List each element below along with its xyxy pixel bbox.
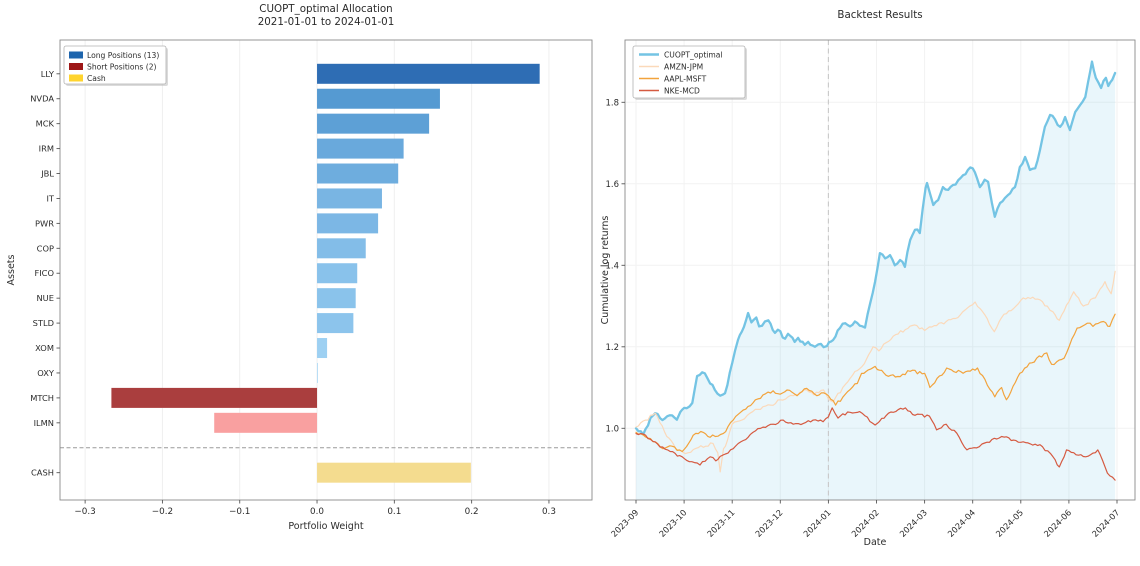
x-tick-label: 2024-06 bbox=[1042, 507, 1074, 539]
plot-frame bbox=[59, 39, 593, 501]
x-tick-label: 2024-02 bbox=[849, 507, 881, 539]
series-line-CUOPT_optimal bbox=[634, 60, 1117, 436]
x-tick-label: 2024-07 bbox=[1090, 507, 1122, 539]
x-tick-label: 0.0 bbox=[310, 507, 324, 517]
y-tick-label-JBL: JBL bbox=[40, 169, 54, 179]
bar-IT bbox=[317, 188, 382, 209]
axis-ticks bbox=[56, 73, 550, 504]
bar-LLY bbox=[317, 63, 540, 84]
y-tick-label-CASH: CASH bbox=[31, 468, 54, 478]
y-tick-label: 1.2 bbox=[605, 343, 619, 353]
bar-JBL bbox=[317, 163, 399, 184]
x-tick-label: 2023-10 bbox=[657, 507, 689, 539]
bar-CASH bbox=[317, 462, 471, 483]
legend-swatch-2 bbox=[69, 63, 83, 70]
legend-label-CUOPT_optimal: CUOPT_optimal bbox=[664, 51, 723, 60]
x-tick-label: 2024-01 bbox=[801, 507, 833, 539]
y-tick-label: 1.8 bbox=[605, 98, 619, 108]
axis-ticks bbox=[621, 101, 1118, 504]
x-tick-label: 2023-12 bbox=[753, 507, 785, 539]
x-tick-label: −0.2 bbox=[152, 507, 173, 517]
series-line-AAPL-MSFT bbox=[635, 313, 1116, 453]
x-tick-label: 0.1 bbox=[387, 507, 401, 517]
y-axis-label: Assets bbox=[6, 254, 17, 285]
bar-STLD bbox=[317, 313, 354, 334]
y-tick-label-FICO: FICO bbox=[34, 268, 54, 278]
series-line-AMZN-JPM bbox=[635, 270, 1116, 473]
bar-XOM bbox=[317, 338, 328, 359]
plot-frame bbox=[624, 39, 1136, 501]
x-tick-label: −0.3 bbox=[74, 507, 95, 517]
legend-label-3: Cash bbox=[87, 74, 106, 83]
backtest-line-chart: 1.0 1.2 1.4 1.6 1.8 2023-09 2023-10 2023-11 2023… bbox=[600, 9, 1136, 548]
y-tick-label-XOM: XOM bbox=[35, 343, 54, 353]
y-tick-label-COP: COP bbox=[37, 243, 54, 253]
legend-label-AAPL-MSFT: AAPL-MSFT bbox=[664, 75, 707, 84]
x-tick-label: 0.3 bbox=[542, 507, 556, 517]
x-tick-label: 2024-04 bbox=[946, 507, 978, 539]
legend-label-2: Short Positions (2) bbox=[87, 62, 157, 71]
bar-OXY bbox=[317, 362, 318, 383]
chart-title-line1: CUOPT_optimal Allocation bbox=[259, 3, 392, 15]
legend-label-NKE-MCD: NKE-MCD bbox=[664, 87, 700, 96]
x-tick-label: 2024-05 bbox=[994, 507, 1026, 539]
y-tick-label-LLY: LLY bbox=[41, 69, 55, 79]
y-tick-label-IT: IT bbox=[46, 193, 54, 203]
y-tick-label-NUE: NUE bbox=[36, 293, 54, 303]
axes-frame bbox=[59, 39, 593, 501]
legend-label-1: Long Positions (13) bbox=[87, 51, 159, 60]
bar-NUE bbox=[317, 288, 356, 309]
legend-swatch-1 bbox=[69, 51, 83, 59]
bar-MCK bbox=[317, 113, 430, 134]
chart-title: Backtest Results bbox=[837, 9, 922, 21]
legend[interactable]: Long Positions (13) Short Positions (2) Ca… bbox=[63, 45, 168, 86]
legend-label-AMZN-JPM: AMZN-JPM bbox=[664, 63, 703, 72]
y-tick-label-PWR: PWR bbox=[35, 218, 54, 228]
bar-ILMN bbox=[214, 412, 318, 433]
bar-NVDA bbox=[317, 88, 440, 109]
bar-MTCH bbox=[111, 387, 318, 408]
x-tick-label: 2024-03 bbox=[897, 507, 929, 539]
y-tick-label-MTCH: MTCH bbox=[30, 393, 54, 403]
legend-swatch-3 bbox=[69, 74, 83, 82]
legend[interactable]: CUOPT_optimal AMZN-JPM AAPL-MSFT NKE-MCD bbox=[632, 45, 747, 100]
bar-FICO bbox=[317, 263, 358, 284]
y-tick-label-MCK: MCK bbox=[36, 119, 55, 129]
x-axis-label: Portfolio Weight bbox=[288, 521, 363, 532]
bar-PWR bbox=[317, 213, 379, 234]
x-tick-label: 0.2 bbox=[465, 507, 479, 517]
y-tick-label-OXY: OXY bbox=[37, 368, 55, 378]
y-tick-label-STLD: STLD bbox=[33, 318, 54, 328]
x-tick-label: 2023-11 bbox=[705, 507, 737, 539]
y-tick-label: 1.0 bbox=[605, 424, 619, 434]
bar-COP bbox=[317, 238, 366, 259]
y-tick-label-IRM: IRM bbox=[39, 144, 54, 154]
x-tick-label: 2023-09 bbox=[609, 507, 641, 539]
legend-box bbox=[63, 45, 167, 85]
y-tick-label: 1.6 bbox=[605, 180, 619, 190]
legend-box bbox=[632, 45, 746, 99]
chart-title-line2: 2021-01-01 to 2024-01-01 bbox=[258, 16, 395, 28]
bars bbox=[111, 63, 540, 483]
y-tick-label-NVDA: NVDA bbox=[30, 94, 54, 104]
x-axis-label: Date bbox=[864, 537, 887, 548]
series-line-NKE-MCD bbox=[635, 407, 1116, 481]
y-axis-label: Cumulative log returns bbox=[600, 216, 611, 325]
x-tick-label: −0.1 bbox=[229, 507, 250, 517]
y-tick-label: 1.4 bbox=[605, 261, 619, 271]
bar-IRM bbox=[317, 138, 404, 159]
y-tick-label-ILMN: ILMN bbox=[34, 418, 54, 428]
allocation-bar-chart: −0.3 −0.2 −0.1 0.0 0.1 0.2 0.3 LLY NVDA MCK IRM JBL… bbox=[6, 3, 593, 532]
